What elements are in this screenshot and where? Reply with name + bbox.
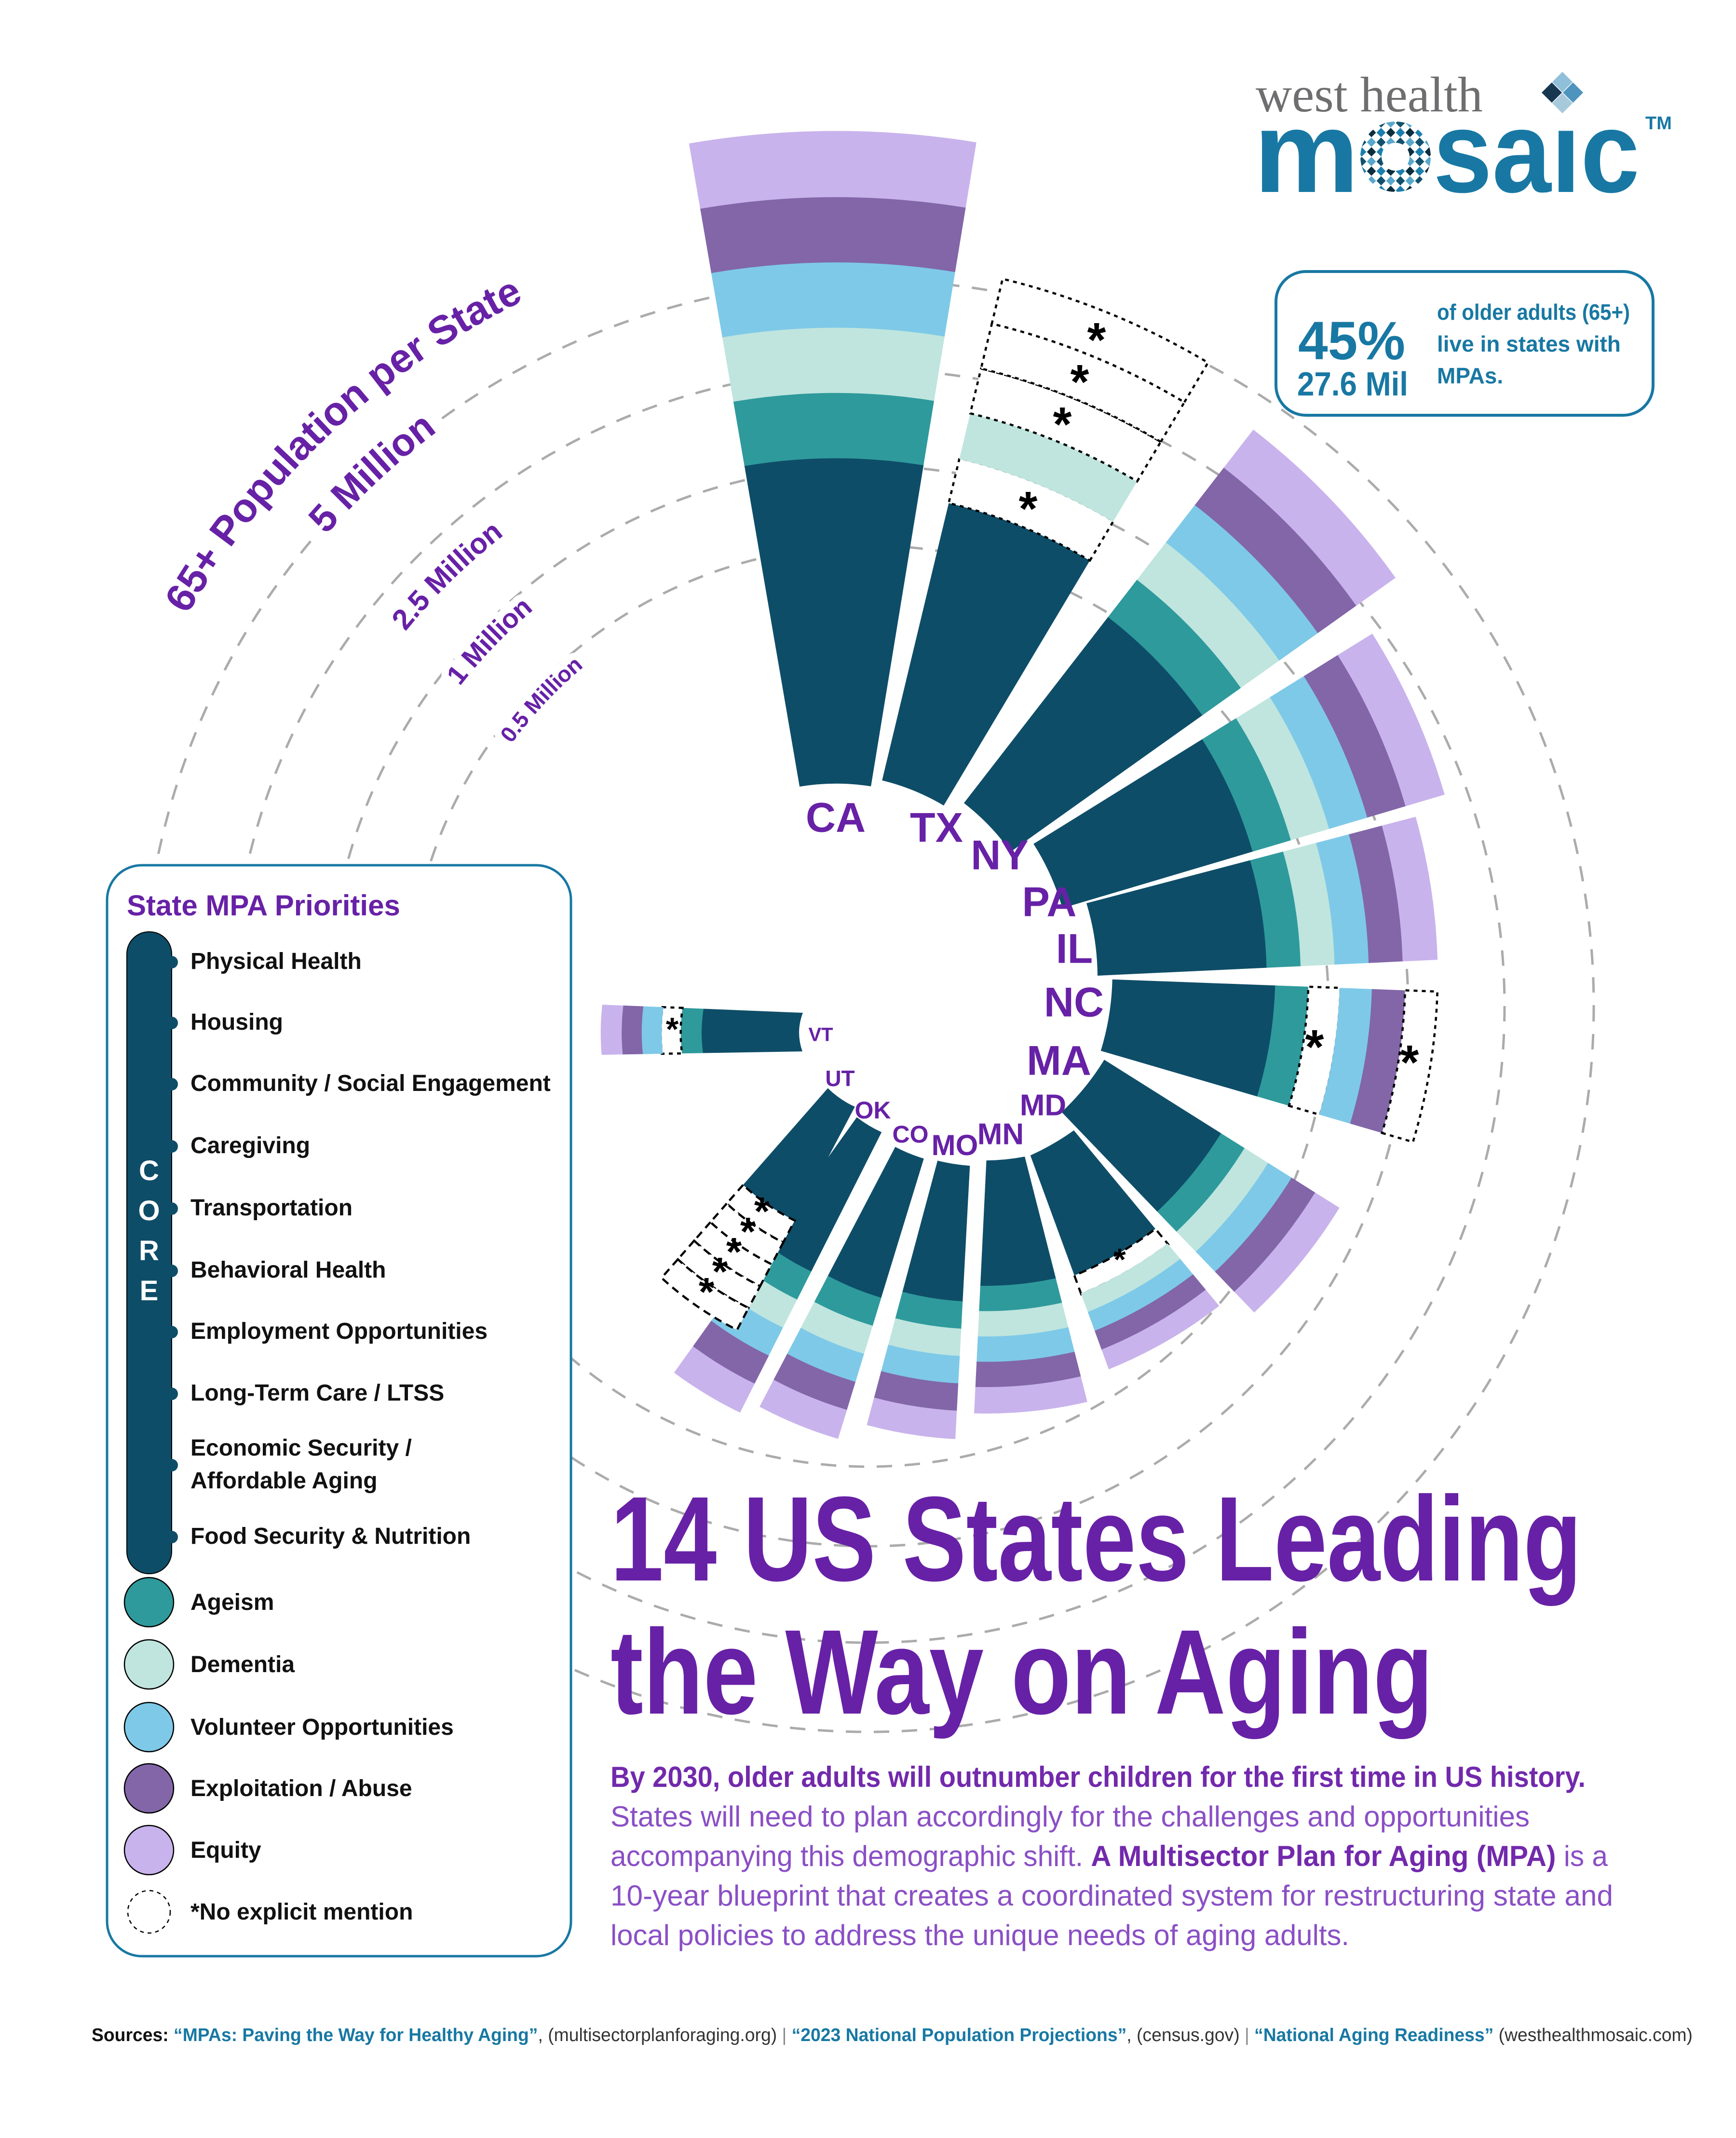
svg-text:*: * — [1087, 313, 1106, 367]
svg-text:*: * — [1113, 1242, 1126, 1277]
svg-text:*No explicit mention: *No explicit mention — [190, 1899, 413, 1925]
svg-text:*: * — [1053, 397, 1072, 451]
svg-text:local policies to address the: local policies to address the unique nee… — [610, 1919, 1349, 1951]
svg-text:*: * — [1400, 1035, 1419, 1089]
svg-text:Transportation: Transportation — [190, 1195, 353, 1221]
svg-text:MO: MO — [932, 1129, 978, 1161]
svg-text:west health: west health — [1256, 67, 1483, 123]
svg-text:NC: NC — [1044, 980, 1104, 1026]
svg-text:Employment Opportunities: Employment Opportunities — [190, 1319, 488, 1344]
svg-text:live in states with: live in states with — [1437, 331, 1621, 356]
svg-text:Dementia: Dementia — [190, 1652, 295, 1677]
svg-text:TM: TM — [1645, 113, 1672, 134]
svg-text:m: m — [1254, 87, 1359, 217]
svg-text:UT: UT — [825, 1066, 854, 1091]
svg-text:Sources: “MPAs: Paving the Way: Sources: “MPAs: Paving the Way for Healt… — [92, 2025, 1693, 2045]
svg-text:Ageism: Ageism — [190, 1590, 274, 1615]
svg-text:saıc: saıc — [1433, 87, 1640, 217]
svg-text:*: * — [1019, 482, 1038, 536]
svg-text:NY: NY — [971, 832, 1028, 879]
svg-text:*: * — [1305, 1020, 1324, 1074]
svg-text:State MPA Priorities: State MPA Priorities — [127, 889, 400, 922]
svg-text:14 US States Leading: 14 US States Leading — [610, 1471, 1582, 1606]
svg-text:States will need to plan accor: States will need to plan accordingly for… — [610, 1800, 1530, 1833]
svg-text:*: * — [699, 1269, 715, 1314]
svg-text:OK: OK — [855, 1097, 891, 1124]
svg-text:E: E — [140, 1275, 159, 1307]
svg-text:10-year blueprint that creates: 10-year blueprint that creates a coordin… — [610, 1879, 1613, 1912]
svg-text:*: * — [1071, 355, 1089, 409]
svg-text:TX: TX — [910, 805, 963, 851]
svg-text:MA: MA — [1027, 1038, 1091, 1084]
svg-text:*: * — [754, 1189, 770, 1234]
svg-text:MD: MD — [1020, 1089, 1066, 1122]
svg-text:*: * — [666, 1011, 679, 1048]
svg-text:Economic Security /: Economic Security / — [190, 1435, 412, 1461]
svg-text:VT: VT — [808, 1024, 833, 1046]
svg-text:Long-Term Care / LTSS: Long-Term Care / LTSS — [190, 1380, 444, 1406]
svg-text:Caregiving: Caregiving — [190, 1133, 310, 1158]
svg-text:*: * — [712, 1249, 728, 1294]
svg-text:IL: IL — [1056, 926, 1093, 972]
svg-text:CO: CO — [893, 1121, 929, 1148]
svg-text:O: O — [138, 1195, 160, 1226]
svg-text:Volunteer Opportunities: Volunteer Opportunities — [190, 1715, 454, 1740]
svg-text:MN: MN — [977, 1117, 1024, 1151]
svg-text:By 2030, older adults will out: By 2030, older adults will outnumber chi… — [610, 1761, 1586, 1793]
svg-text:Food Security & Nutrition: Food Security & Nutrition — [190, 1524, 471, 1549]
svg-text:of older adults (65+): of older adults (65+) — [1437, 300, 1630, 325]
svg-text:Equity: Equity — [190, 1838, 261, 1863]
svg-text:the Way on Aging: the Way on Aging — [610, 1605, 1433, 1739]
svg-text:C: C — [139, 1155, 159, 1186]
svg-text:PA: PA — [1022, 879, 1076, 926]
svg-text:Housing: Housing — [190, 1009, 283, 1035]
svg-text:Community / Social Engagement: Community / Social Engagement — [190, 1071, 551, 1096]
svg-text:accompanying this demographic: accompanying this demographic shift. A M… — [610, 1840, 1608, 1872]
svg-text:MPAs.: MPAs. — [1437, 363, 1503, 388]
svg-text:R: R — [139, 1235, 159, 1266]
svg-text:CA: CA — [806, 795, 866, 841]
svg-text:Affordable Aging: Affordable Aging — [190, 1468, 378, 1494]
svg-text:27.6 Mil: 27.6 Mil — [1297, 365, 1408, 403]
svg-text:Behavioral Health: Behavioral Health — [190, 1257, 386, 1283]
svg-text:45%: 45% — [1298, 311, 1405, 371]
svg-text:Physical Health: Physical Health — [190, 949, 362, 974]
svg-text:Exploitation / Abuse: Exploitation / Abuse — [190, 1776, 412, 1801]
